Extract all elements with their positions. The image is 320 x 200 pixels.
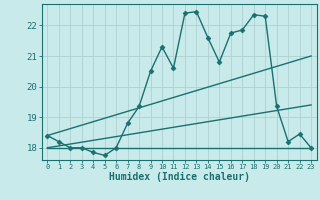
X-axis label: Humidex (Indice chaleur): Humidex (Indice chaleur) — [109, 172, 250, 182]
